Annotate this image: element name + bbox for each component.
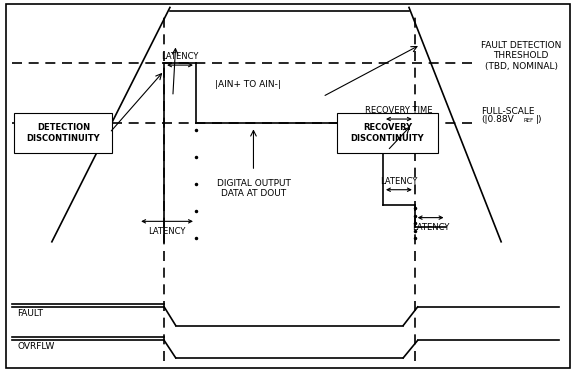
Text: |AIN+ TO AIN-|: |AIN+ TO AIN-|	[215, 80, 281, 89]
Text: LATENCY: LATENCY	[380, 177, 418, 186]
Text: DIGITAL OUTPUT
DATA AT DOUT: DIGITAL OUTPUT DATA AT DOUT	[217, 179, 290, 198]
FancyBboxPatch shape	[15, 113, 112, 153]
Text: |): |)	[535, 115, 542, 124]
Text: FAULT: FAULT	[17, 309, 43, 318]
Text: RECOVERY TIME: RECOVERY TIME	[365, 106, 432, 115]
FancyBboxPatch shape	[337, 113, 438, 153]
Text: (|0.88V: (|0.88V	[481, 115, 514, 124]
Text: OVRFLW: OVRFLW	[17, 342, 55, 351]
Text: DETECTION
DISCONTINUITY: DETECTION DISCONTINUITY	[27, 123, 100, 143]
Text: LATENCY: LATENCY	[148, 227, 186, 236]
Text: LATENCY: LATENCY	[161, 52, 198, 61]
Text: RECOVERY
DISCONTINUITY: RECOVERY DISCONTINUITY	[350, 123, 424, 143]
Text: LATENCY: LATENCY	[412, 223, 449, 232]
Text: FAULT DETECTION
THRESHOLD
(TBD, NOMINAL): FAULT DETECTION THRESHOLD (TBD, NOMINAL)	[481, 41, 562, 71]
Text: REF: REF	[523, 118, 533, 124]
Text: FULL-SCALE: FULL-SCALE	[481, 107, 534, 116]
